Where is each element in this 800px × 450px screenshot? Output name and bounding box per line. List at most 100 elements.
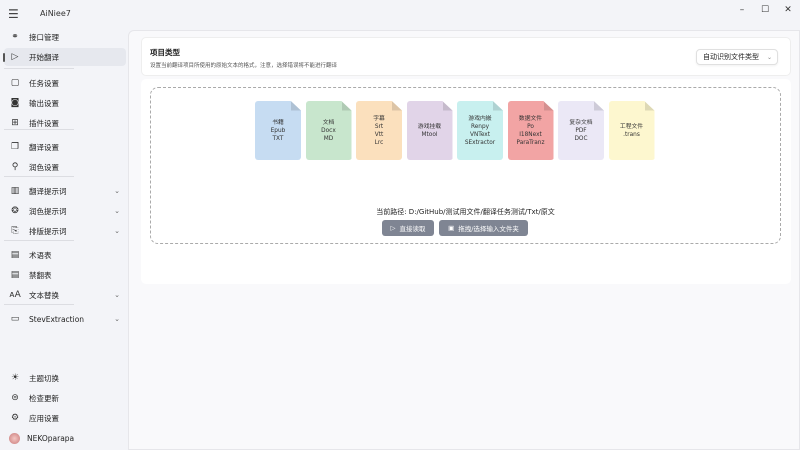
format-label: Epub (270, 127, 286, 134)
file-type-card[interactable]: 复杂文档 PDF DOC (558, 101, 604, 160)
chevron-down-icon: ⌄ (766, 54, 772, 61)
file-drop-zone[interactable]: 当前路径: D:/GitHub/测试用文件/翻译任务测试/Txt/原文 ▷ 直接读… (150, 87, 781, 244)
category-label: 数据文件 (518, 115, 543, 122)
file-type-card[interactable]: 数据文件 Po I18Next ParaTranz (507, 101, 554, 160)
chevron-down-icon[interactable]: ⌄ (114, 227, 120, 235)
library-icon: ▥ (10, 186, 20, 196)
file-type-card[interactable]: 字幕 Srt Vtt Lrc (356, 101, 402, 160)
sidebar-item-label: 润色提示词 (29, 206, 67, 216)
format-label: VNText (469, 131, 491, 138)
project-type-title: 项目类型 (150, 48, 180, 57)
sidebar-item-label: 开始翻译 (29, 52, 59, 62)
format-label: I18Next (519, 131, 542, 138)
divider (4, 129, 74, 130)
format-label: SExtractor (464, 139, 496, 146)
divider (4, 304, 74, 305)
file-type-dropdown[interactable]: 自动识别文件类型 ⌄ (696, 49, 778, 65)
read-directly-label: 直接读取 (399, 225, 426, 233)
current-path: 当前路径: D:/GitHub/测试用文件/翻译任务测试/Txt/原文 (376, 208, 555, 216)
sidebar-item-plugin[interactable]: ⊞ 插件设置 (4, 114, 126, 132)
format-label: TXT (272, 135, 284, 142)
file-type-card[interactable]: 文档 Docx MD (305, 101, 352, 160)
translate-settings-icon: ❐ (10, 142, 20, 152)
sidebar-item-layout[interactable]: ⎘ 排版提示词 ⌄ (4, 222, 126, 240)
close-icon[interactable]: ✕ (784, 5, 792, 15)
play-icon: ▷ (390, 224, 396, 232)
hamburger-menu-icon[interactable]: ☰ (8, 7, 19, 21)
sidebar-item-translate-settings[interactable]: ❐ 翻译设置 (4, 138, 126, 156)
sidebar-item-folder[interactable]: ▭ StevExtraction ⌄ (4, 310, 126, 328)
dropdown-value: 自动识别文件类型 (703, 53, 759, 61)
sidebar: ⚭ 接口管理 ▷ 开始翻译 ▢ 任务设置 ◙ 输出设置 ⊞ 插件设置 ❐ 翻译设置 ⚲ 润色设置 ▥ 翻译提示… (0, 28, 128, 450)
format-label: PDF (575, 127, 587, 134)
sidebar-item-play[interactable]: ▷ 开始翻译 (3, 48, 126, 66)
sidebar-item-label: 翻译提示词 (29, 186, 67, 196)
text-replace-icon: ᴀA (9, 290, 21, 300)
plugin-icon: ⊞ (11, 118, 19, 128)
sidebar-item-label: 应用设置 (29, 413, 59, 423)
format-label: Docx (321, 127, 336, 134)
project-type-card: 项目类型 设置当前翻译项目所使用的原始文本的格式，注意，选择错误将不能进行翻译 … (141, 37, 791, 76)
category-label: 书籍 (272, 119, 284, 126)
format-label: Srt (374, 123, 384, 130)
user-profile[interactable]: NEKOparapa (4, 429, 126, 447)
sidebar-item-label: 术语表 (29, 250, 52, 260)
glossary-icon: ▤ (10, 250, 20, 260)
format-label: ParaTranz (516, 139, 545, 146)
output-icon: ◙ (10, 98, 20, 108)
file-type-card[interactable]: 工程文件 .trans (608, 101, 655, 160)
project-type-description: 设置当前翻译项目所使用的原始文本的格式，注意，选择错误将不能进行翻译 (150, 63, 338, 69)
folder-icon: ▣ (448, 224, 455, 232)
read-directly-button[interactable]: ▷ 直接读取 (382, 220, 434, 236)
sidebar-item-task[interactable]: ▢ 任务设置 (4, 74, 126, 92)
sidebar-item-text-replace[interactable]: ᴀA 文本替换 ⌄ (4, 286, 126, 304)
minimize-icon[interactable]: – (739, 5, 745, 15)
sidebar-item-label: 检查更新 (29, 393, 59, 403)
chevron-down-icon[interactable]: ⌄ (114, 187, 120, 195)
sidebar-item-label: 文本替换 (29, 290, 59, 300)
layout-icon: ⎘ (11, 226, 19, 236)
select-folder-label: 拖拽/选择输入文件夹 (458, 225, 519, 233)
sidebar-item-label: 插件设置 (29, 118, 59, 128)
sidebar-item-palette[interactable]: ❂ 润色提示词 ⌄ (4, 202, 126, 220)
sidebar-item-settings-gear[interactable]: ⚙ 应用设置 (4, 409, 126, 427)
maximize-icon[interactable]: ☐ (760, 5, 770, 15)
category-label: 文档 (322, 119, 335, 126)
sidebar-item-polish[interactable]: ⚲ 润色设置 (4, 158, 126, 176)
category-label: 游戏内嵌 (468, 115, 492, 122)
ban-list-icon: ▤ (10, 270, 20, 280)
task-icon: ▢ (10, 78, 20, 88)
divider (4, 68, 74, 69)
chevron-down-icon[interactable]: ⌄ (114, 291, 120, 299)
chevron-down-icon[interactable]: ⌄ (114, 207, 120, 215)
settings-gear-icon: ⚙ (10, 413, 20, 423)
file-type-card[interactable]: 游戏内嵌 Renpy VNText SExtractor (457, 101, 503, 160)
chevron-down-icon[interactable]: ⌄ (114, 315, 120, 323)
format-label: Renpy (470, 123, 490, 130)
format-label: Vtt (374, 131, 384, 138)
sidebar-item-library[interactable]: ▥ 翻译提示词 ⌄ (4, 182, 126, 200)
format-label: MD (323, 135, 334, 142)
sidebar-item-label: StevExtraction (29, 314, 85, 324)
theme-icon: ☀ (10, 373, 20, 383)
palette-icon: ❂ (11, 206, 19, 216)
select-folder-button[interactable]: ▣ 拖拽/选择输入文件夹 (439, 220, 528, 236)
file-type-card[interactable]: 游戏挂载 Mtool (406, 101, 453, 160)
file-type-card[interactable]: 书籍 Epub TXT (255, 101, 301, 160)
sidebar-item-label: 主题切换 (29, 373, 59, 383)
divider (4, 176, 74, 177)
sidebar-item-ban-list[interactable]: ▤ 禁翻表 (4, 266, 126, 284)
sidebar-item-label: 输出设置 (29, 98, 59, 108)
sidebar-item-update[interactable]: ⊜ 检查更新 (4, 389, 126, 407)
sidebar-item-label: 任务设置 (29, 78, 59, 88)
sidebar-item-plug[interactable]: ⚭ 接口管理 (4, 28, 126, 46)
sidebar-item-glossary[interactable]: ▤ 术语表 (4, 246, 126, 264)
sidebar-item-label: 翻译设置 (29, 142, 59, 152)
plug-icon: ⚭ (11, 32, 19, 42)
sidebar-item-output[interactable]: ◙ 输出设置 (4, 94, 126, 112)
category-label: 工程文件 (619, 123, 644, 130)
sidebar-item-label: 润色设置 (29, 162, 59, 172)
polish-icon: ⚲ (11, 162, 19, 172)
sidebar-item-theme[interactable]: ☀ 主题切换 (4, 369, 126, 387)
play-icon: ▷ (11, 52, 19, 62)
